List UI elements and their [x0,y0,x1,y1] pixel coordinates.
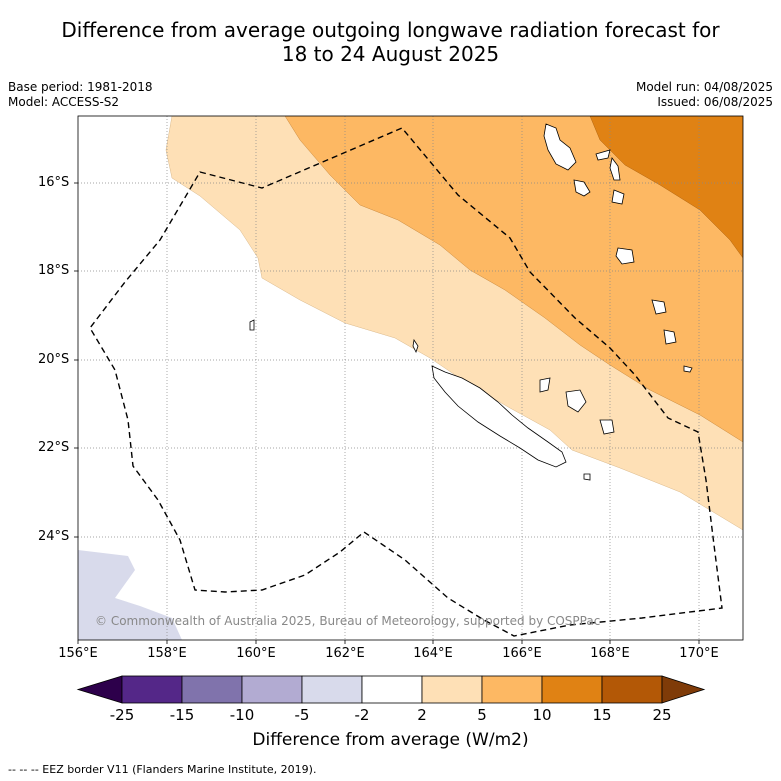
colorbar-swatch [421,675,483,704]
coastlines [249,123,693,481]
colorbar-tick: 25 [652,706,672,724]
lon-label-158e: 158°E [147,646,187,661]
title-line-1: Difference from average outgoing longwav… [61,18,720,42]
vanuatu-island-efate [611,189,625,205]
loyalty-island-lifou [565,389,587,413]
lon-label-164e: 164°E [413,646,453,661]
colorbar-tick: 10 [532,706,552,724]
lat-label-22s: 22°S [38,440,70,455]
colorbar-swatch [361,675,423,704]
colorbar-swatch [241,675,303,704]
lat-label-24s: 24°S [38,529,70,544]
map-title: Difference from average outgoing longwav… [0,18,781,66]
model-name: Model: ACCESS-S2 [8,95,120,109]
colorbar-swatch [121,675,183,704]
meta-right: Model run: 04/08/2025 Issued: 06/08/2025 [636,80,773,110]
colorbar-label: Difference from average (W/m2) [252,730,529,750]
axis-ticks [74,182,700,644]
vanuatu-island-small [595,149,611,161]
colorbar-tick: -2 [354,706,370,724]
colorbar-tick: -10 [229,706,255,724]
colorbar-over-arrow [661,675,706,704]
vanuatu-island-erromango [615,247,635,265]
map-frame [77,115,744,641]
small-island-2 [583,473,591,481]
vanuatu-island-tanna [651,299,667,315]
loyalty-island-mare [599,419,615,435]
colorbar-swatch [601,675,663,704]
title-line-2: 18 to 24 August 2025 [281,42,500,66]
eez-footnote: -- -- -- EEZ border V11 (Flanders Marine… [8,763,317,776]
colorbar-tick: 2 [417,706,427,724]
aneityum-island [663,329,677,345]
gridlines [78,116,743,640]
olr-band-5-10 [284,116,743,443]
lat-label-20s: 20°S [38,352,70,367]
vanuatu-island-espiritu-santo [543,123,577,171]
lon-label-162e: 162°E [325,646,365,661]
lat-label-18s: 18°S [38,263,70,278]
colorbar-under-arrow [76,675,123,704]
lon-label-156e: 156°E [58,646,98,661]
colorbar-swatch [181,675,243,704]
base-period: Base period: 1981-2018 [8,80,153,94]
lon-label-168e: 168°E [590,646,630,661]
new-caledonia-island [431,365,567,468]
colorbar-swatch [541,675,603,704]
vanuatu-island-pentecost [609,157,621,181]
issued-date: Issued: 06/08/2025 [657,95,773,109]
olr-band-neg-5-2 [78,550,182,640]
loyalty-island-ouvea [539,377,551,393]
copyright-notice: © Commonwealth of Australia 2025, Bureau… [95,614,601,628]
lat-label-16s: 16°S [38,175,70,190]
vanuatu-island-malakula [573,179,591,197]
colorbar-tick: -15 [169,706,195,724]
colorbar-swatch [301,675,363,704]
small-island-3 [249,319,255,331]
eez-border [89,127,723,637]
meta-left: Base period: 1981-2018 Model: ACCESS-S2 [8,80,153,110]
small-island-1 [683,365,693,373]
colorbar-tick: 15 [592,706,612,724]
colorbar-tick: -25 [109,706,135,724]
colorbar-tick: -5 [294,706,310,724]
olr-band-10-15 [589,116,743,259]
lon-label-160e: 160°E [236,646,276,661]
lon-label-166e: 166°E [502,646,542,661]
model-run: Model run: 04/08/2025 [635,80,773,94]
colorbar-swatch [481,675,543,704]
colorbar-tick: 5 [477,706,487,724]
small-island-4 [412,338,419,354]
lon-label-170e: 170°E [679,646,719,661]
